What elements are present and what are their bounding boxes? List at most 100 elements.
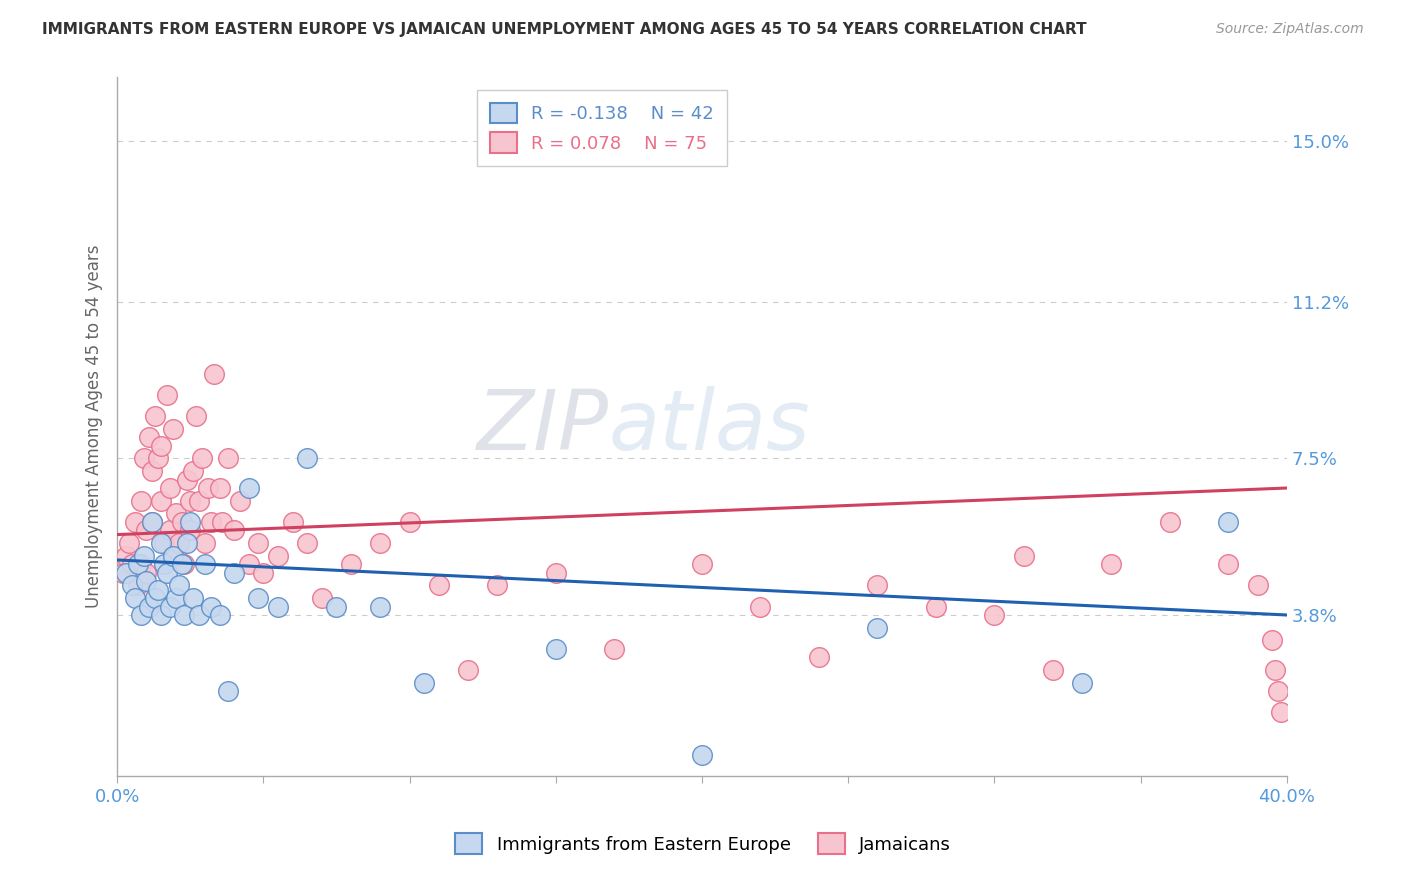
Point: [340, 558, 363, 572]
Point: [200, 599, 222, 614]
Point: [138, 430, 160, 444]
Point: [156, 388, 179, 402]
Point: [211, 515, 233, 529]
Point: [121, 558, 143, 572]
Point: [146, 582, 169, 597]
Point: [127, 578, 149, 592]
Point: [197, 481, 219, 495]
Point: [194, 558, 217, 572]
Point: [179, 493, 201, 508]
Point: [170, 515, 193, 529]
Point: [1012, 549, 1035, 563]
Point: [153, 536, 176, 550]
Point: [267, 599, 290, 614]
Point: [370, 536, 392, 550]
Point: [224, 524, 246, 538]
Point: [690, 558, 713, 572]
Point: [486, 578, 509, 592]
Point: [112, 566, 135, 580]
Point: [311, 591, 333, 605]
Point: [159, 481, 181, 495]
Point: [866, 621, 889, 635]
Point: [191, 451, 214, 466]
Point: [124, 591, 146, 605]
Legend: R = -0.138    N = 42, R = 0.078    N = 75: R = -0.138 N = 42, R = 0.078 N = 75: [477, 90, 727, 166]
Point: [150, 439, 173, 453]
Point: [165, 549, 187, 563]
Point: [208, 607, 231, 622]
Point: [181, 591, 204, 605]
Point: [238, 558, 260, 572]
Point: [150, 607, 173, 622]
Point: [159, 599, 181, 614]
Point: [124, 515, 146, 529]
Point: [690, 747, 713, 762]
Point: [141, 515, 163, 529]
Point: [603, 641, 626, 656]
Point: [267, 549, 290, 563]
Point: [167, 578, 190, 592]
Point: [1264, 663, 1286, 677]
Point: [194, 536, 217, 550]
Point: [297, 536, 319, 550]
Point: [176, 473, 198, 487]
Point: [1246, 578, 1268, 592]
Point: [1099, 558, 1122, 572]
Point: [1267, 684, 1289, 698]
Point: [1270, 706, 1292, 720]
Point: [866, 578, 889, 592]
Point: [238, 481, 260, 495]
Point: [150, 493, 173, 508]
Point: [925, 599, 948, 614]
Point: [297, 451, 319, 466]
Point: [544, 641, 567, 656]
Point: [188, 607, 211, 622]
Point: [217, 684, 239, 698]
Point: [281, 515, 304, 529]
Point: [132, 549, 155, 563]
Point: [1159, 515, 1181, 529]
Point: [427, 578, 450, 592]
Point: [1261, 633, 1284, 648]
Point: [200, 515, 222, 529]
Point: [143, 591, 166, 605]
Point: [413, 675, 436, 690]
Point: [186, 409, 208, 423]
Point: [1071, 675, 1094, 690]
Text: ZIP: ZIP: [477, 386, 609, 467]
Point: [115, 549, 138, 563]
Point: [544, 566, 567, 580]
Point: [807, 650, 830, 665]
Point: [1218, 515, 1240, 529]
Point: [138, 599, 160, 614]
Point: [150, 536, 173, 550]
Legend: Immigrants from Eastern Europe, Jamaicans: Immigrants from Eastern Europe, Jamaican…: [443, 821, 963, 867]
Point: [167, 536, 190, 550]
Point: [1042, 663, 1064, 677]
Point: [118, 536, 141, 550]
Point: [162, 549, 184, 563]
Point: [173, 607, 195, 622]
Point: [749, 599, 772, 614]
Point: [143, 409, 166, 423]
Point: [224, 566, 246, 580]
Point: [165, 591, 187, 605]
Point: [135, 574, 157, 588]
Point: [457, 663, 479, 677]
Point: [179, 524, 201, 538]
Point: [141, 515, 163, 529]
Point: [135, 524, 157, 538]
Point: [135, 566, 157, 580]
Point: [246, 536, 269, 550]
Point: [132, 451, 155, 466]
Text: Source: ZipAtlas.com: Source: ZipAtlas.com: [1216, 22, 1364, 37]
Point: [141, 464, 163, 478]
Point: [398, 515, 420, 529]
Point: [181, 464, 204, 478]
Point: [159, 524, 181, 538]
Point: [179, 515, 201, 529]
Point: [153, 558, 176, 572]
Point: [115, 566, 138, 580]
Point: [208, 481, 231, 495]
Point: [325, 599, 347, 614]
